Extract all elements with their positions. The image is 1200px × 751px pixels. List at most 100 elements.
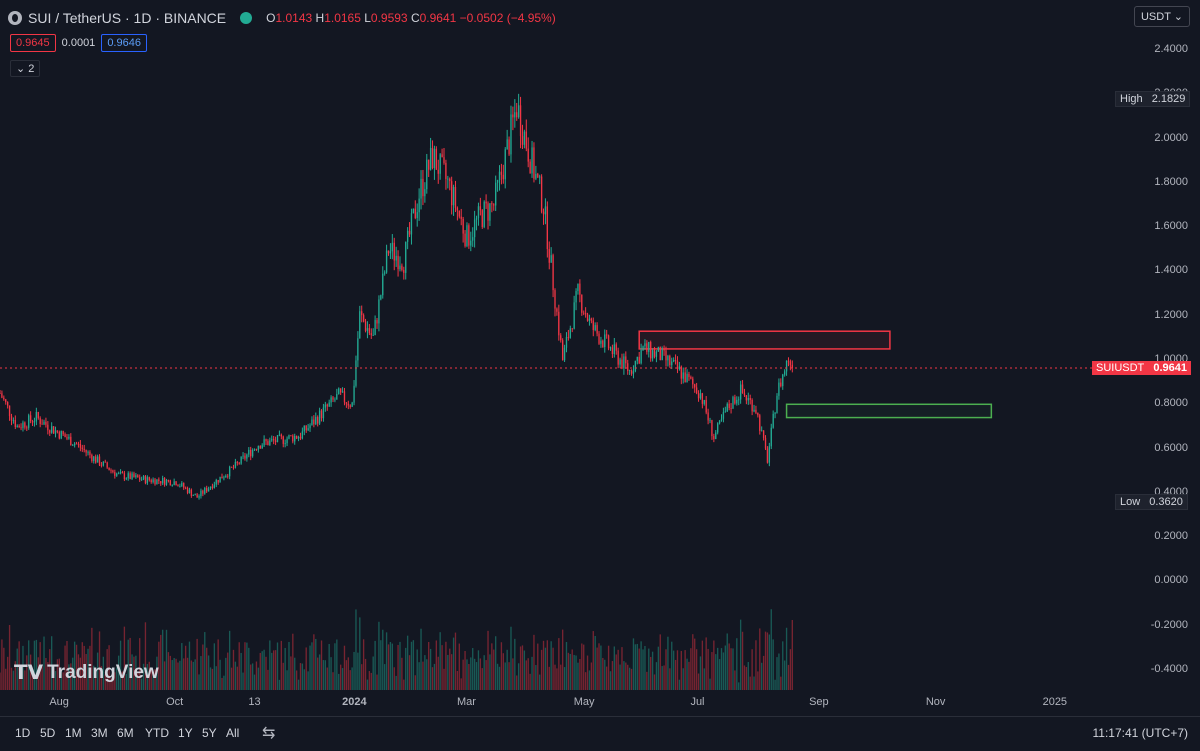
volume-bar (496, 663, 499, 690)
symbol-title[interactable]: SUI / TetherUS · 1D · BINANCE (28, 10, 227, 26)
candle-body (56, 430, 59, 433)
x-tick-label: Nov (925, 696, 946, 708)
candle-body (600, 340, 602, 344)
candle-body (219, 476, 221, 483)
candle-body (271, 439, 273, 441)
volume-bar (667, 636, 669, 690)
timeframe-button[interactable]: 6M (117, 726, 134, 740)
volume-bar (498, 666, 501, 690)
tradingview-logo[interactable]: 𝗧𝗩 TradingView (14, 660, 159, 685)
volume-bar (366, 679, 369, 690)
timeframe-button[interactable]: 5D (40, 726, 56, 740)
volume-bar (60, 668, 62, 690)
bid-price[interactable]: 0.9645 (10, 34, 56, 52)
candle-body (590, 318, 593, 321)
candle-body (35, 411, 38, 422)
timeframe-button[interactable]: All (226, 726, 240, 740)
volume-bar (98, 631, 101, 690)
candle-body (646, 343, 648, 352)
volume-bar (625, 662, 627, 690)
volume-bar (200, 656, 202, 690)
candle-body (717, 423, 719, 433)
indicator-count: 2 (28, 63, 35, 75)
volume-bar (112, 677, 114, 690)
volume-bar (297, 679, 300, 690)
volume-bar (376, 674, 378, 690)
volume-bar (659, 634, 661, 690)
candle-body (311, 419, 313, 426)
volume-bar (16, 648, 18, 690)
timeframe-button[interactable]: YTD (145, 726, 169, 740)
ohlc-readout: O1.0143 H1.0165 L0.9593 C0.9641 −0.0502 … (266, 11, 556, 25)
candle-body (521, 136, 524, 145)
candle-body (695, 387, 698, 394)
candle-body (561, 340, 564, 361)
volume-bar (253, 674, 256, 690)
volume-bar (575, 655, 577, 690)
volume-bar (410, 641, 413, 690)
volume-bar (644, 646, 646, 690)
candle-body (58, 432, 60, 439)
clock[interactable]: 11:17:41 (UTC+7) (1092, 726, 1189, 740)
volume-bar (743, 665, 746, 690)
volume-bar (424, 655, 426, 690)
volume-bar (609, 671, 612, 690)
candle-body (51, 426, 53, 433)
volume-bar (211, 668, 214, 690)
volume-bar (479, 658, 482, 690)
candle-body (546, 206, 549, 250)
candle-body (66, 437, 68, 439)
candle-body (734, 397, 736, 404)
price-chart[interactable] (0, 0, 1200, 716)
candle-body (351, 402, 353, 407)
candle-body (445, 162, 447, 180)
candle-body (114, 472, 116, 476)
volume-bar (590, 662, 593, 690)
candle-body (370, 333, 372, 336)
volume-bar (102, 656, 105, 690)
volume-bar (540, 649, 543, 690)
candle-body (535, 173, 537, 179)
candle-body (567, 337, 570, 338)
candle-body (125, 478, 127, 480)
candle-body (678, 366, 681, 369)
volume-bar (783, 660, 786, 690)
candle-body (263, 439, 265, 446)
volume-bar (391, 643, 393, 690)
volume-bar (259, 652, 261, 690)
candle-body (389, 251, 392, 254)
candle-body (384, 272, 386, 274)
volume-bar (284, 647, 286, 690)
timeframe-button[interactable]: 1Y (178, 726, 193, 740)
volume-bar (192, 661, 194, 690)
volume-bar (186, 657, 189, 690)
volume-bar (51, 636, 53, 690)
timeframe-button[interactable]: 1M (65, 726, 82, 740)
volume-bar (217, 639, 219, 690)
volume-bar (472, 648, 474, 690)
resistance-zone (638, 330, 891, 350)
candle-body (642, 346, 644, 351)
currency-selector[interactable]: USDT ⌄ (1133, 6, 1190, 27)
indicators-toggle[interactable]: ⌄ 2 (10, 60, 41, 77)
candle-body (617, 350, 619, 365)
candle-body (539, 176, 541, 178)
timeframe-button[interactable]: 3M (91, 726, 108, 740)
volume-bar (732, 648, 734, 690)
volume-bar (156, 656, 158, 690)
candle-body (596, 325, 598, 334)
candle-body (238, 462, 240, 464)
ask-price[interactable]: 0.9646 (101, 34, 147, 52)
x-tick-label: Aug (49, 696, 69, 708)
candle-body (586, 314, 589, 321)
volume-bar (502, 653, 504, 690)
timeframe-button[interactable]: 5Y (202, 726, 217, 740)
candle-body (338, 388, 340, 394)
volume-bar (3, 647, 5, 690)
volume-bar (362, 639, 365, 690)
candle-body (653, 350, 656, 357)
symbol-tag-label: SUIUSDT (1096, 362, 1145, 374)
date-range-icon[interactable]: ⇆ (262, 725, 276, 742)
timeframe-button[interactable]: 1D (15, 726, 31, 740)
candle-body (510, 114, 512, 155)
